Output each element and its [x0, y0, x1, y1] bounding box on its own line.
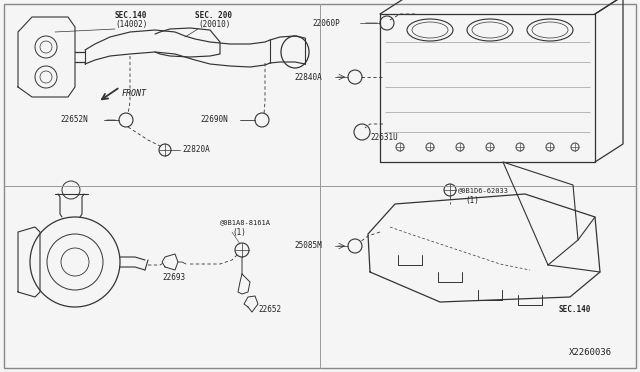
- Text: @0B1A8-8161A: @0B1A8-8161A: [220, 219, 271, 225]
- Text: 22820A: 22820A: [182, 145, 210, 154]
- Text: 22840A: 22840A: [294, 73, 322, 81]
- Text: X2260036: X2260036: [568, 348, 611, 357]
- Text: 22652: 22652: [258, 305, 281, 314]
- Text: 22060P: 22060P: [312, 19, 340, 28]
- Text: 22693: 22693: [162, 273, 185, 282]
- Text: 22652N: 22652N: [60, 115, 88, 125]
- Text: 25085M: 25085M: [294, 241, 322, 250]
- Text: SEC.140: SEC.140: [559, 305, 591, 314]
- Text: (14002): (14002): [115, 20, 147, 29]
- Text: 22631U: 22631U: [370, 132, 397, 141]
- Text: FRONT: FRONT: [122, 90, 147, 99]
- Text: (1): (1): [232, 228, 246, 237]
- Text: (1): (1): [465, 196, 479, 205]
- Text: 22690N: 22690N: [200, 115, 228, 125]
- Text: SEC. 200: SEC. 200: [195, 10, 232, 19]
- Text: @0B1D6-62033: @0B1D6-62033: [458, 187, 509, 193]
- Text: (20010): (20010): [198, 20, 230, 29]
- Text: SEC.140: SEC.140: [115, 10, 147, 19]
